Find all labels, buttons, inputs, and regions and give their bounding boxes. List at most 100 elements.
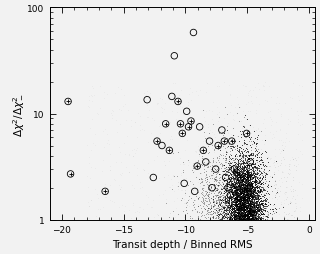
Point: [251, 198, 256, 202]
Point: [245, 214, 250, 218]
Point: [232, 105, 237, 109]
Point: [256, 133, 261, 137]
Point: [255, 216, 260, 220]
Point: [228, 195, 233, 199]
Point: [213, 208, 218, 212]
Point: [245, 199, 250, 203]
Point: [250, 201, 255, 205]
Point: [241, 167, 246, 171]
Point: [201, 201, 206, 205]
Point: [248, 184, 253, 188]
Point: [220, 195, 226, 199]
Point: [204, 190, 209, 194]
Point: [245, 190, 250, 194]
Point: [247, 155, 252, 159]
Point: [221, 214, 226, 218]
Point: [251, 214, 256, 218]
Point: [250, 212, 255, 216]
Point: [260, 203, 265, 207]
Point: [247, 199, 252, 203]
Point: [216, 189, 221, 193]
Point: [248, 174, 253, 178]
Point: [219, 204, 224, 208]
Point: [89, 117, 94, 121]
Point: [239, 130, 244, 134]
Point: [223, 165, 228, 169]
Point: [250, 197, 255, 201]
Point: [229, 216, 235, 220]
Point: [233, 177, 238, 181]
Point: [233, 188, 238, 192]
Point: [219, 203, 224, 207]
Point: [229, 203, 235, 208]
Point: [229, 189, 234, 193]
Point: [214, 188, 219, 192]
Point: [236, 217, 242, 221]
Point: [199, 187, 204, 191]
Point: [258, 169, 263, 173]
Point: [233, 184, 238, 188]
Point: [240, 215, 245, 219]
Point: [226, 217, 231, 221]
Point: [227, 111, 232, 115]
Point: [176, 184, 181, 188]
Point: [231, 200, 236, 204]
Point: [229, 203, 234, 208]
Point: [228, 186, 233, 190]
Point: [246, 186, 251, 190]
Point: [227, 215, 232, 219]
Point: [105, 187, 110, 192]
Point: [255, 188, 260, 192]
Point: [236, 184, 242, 188]
Point: [258, 171, 263, 175]
Point: [250, 192, 255, 196]
Point: [136, 205, 141, 209]
Point: [254, 180, 259, 184]
Point: [211, 148, 216, 152]
Point: [244, 215, 250, 219]
Point: [232, 213, 237, 217]
Point: [237, 206, 242, 210]
Point: [226, 205, 231, 209]
Point: [233, 189, 238, 193]
Point: [240, 178, 245, 182]
Point: [249, 205, 254, 209]
Point: [250, 185, 255, 189]
Point: [252, 200, 257, 204]
Point: [238, 183, 244, 187]
Point: [243, 165, 248, 169]
Point: [226, 182, 231, 186]
Point: [244, 182, 250, 186]
Point: [244, 173, 250, 178]
Point: [234, 185, 239, 189]
Point: [111, 110, 116, 114]
Point: [205, 187, 211, 191]
Point: [251, 194, 256, 198]
Point: [137, 205, 142, 209]
Point: [235, 202, 240, 206]
Point: [220, 216, 225, 220]
Point: [246, 203, 251, 207]
Point: [247, 183, 252, 187]
Point: [239, 207, 244, 211]
Point: [202, 202, 207, 206]
Point: [237, 198, 242, 202]
Point: [238, 180, 243, 184]
Point: [221, 117, 227, 121]
Point: [253, 200, 259, 204]
Point: [245, 212, 251, 216]
Point: [235, 184, 240, 188]
Point: [248, 192, 253, 196]
Point: [215, 183, 220, 187]
Point: [178, 173, 183, 178]
Point: [236, 205, 241, 210]
Point: [230, 170, 235, 174]
Point: [244, 201, 250, 205]
Point: [264, 204, 269, 209]
Point: [243, 191, 248, 195]
Point: [242, 173, 247, 177]
Point: [238, 211, 244, 215]
Point: [247, 217, 252, 221]
Point: [244, 193, 249, 197]
Point: [228, 161, 233, 165]
